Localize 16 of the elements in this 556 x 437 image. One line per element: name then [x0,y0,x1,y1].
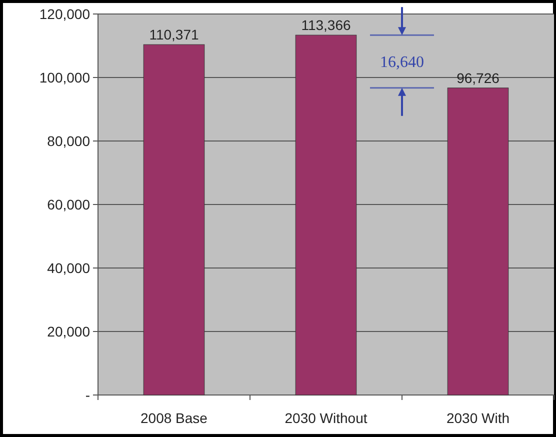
data-label: 110,371 [149,26,199,43]
data-label: 113,366 [301,17,351,34]
bar [143,44,205,396]
x-tick-label: 2030 Without [284,410,368,426]
y-tick-label: 80,000 [47,132,90,149]
bar [295,34,357,396]
y-tick-label: 60,000 [47,196,90,212]
y-tick-label: 40,000 [47,260,90,276]
x-tick-label: 2008 Base [140,410,208,426]
bar [447,88,509,396]
y-tick-label: 100,000 [39,69,90,86]
annotation: 16,640 [380,54,424,72]
y-tick-label: - [85,386,90,403]
y-tick-label: 20,000 [47,323,90,340]
x-tick-label: 2030 With [446,410,510,426]
y-tick-label: 120,000 [39,6,90,22]
